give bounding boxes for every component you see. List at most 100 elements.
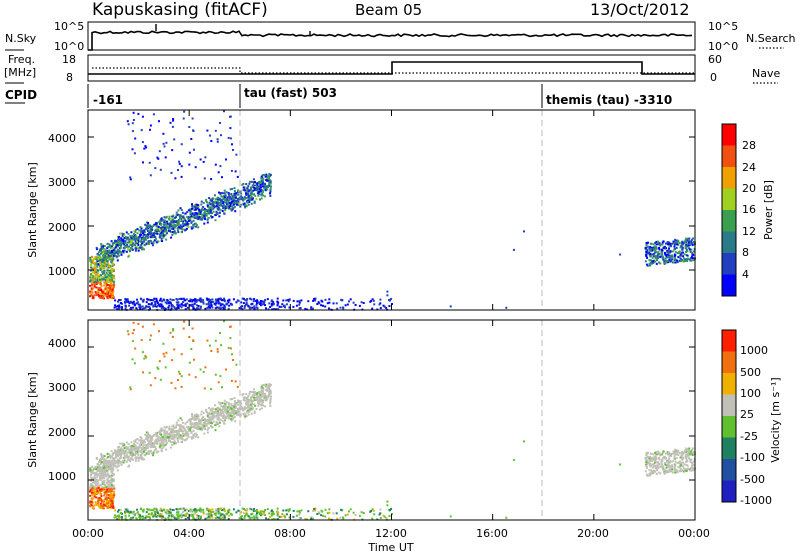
velocity-pixel [155, 515, 158, 518]
power-pixel [688, 247, 690, 250]
velocity-pixel [117, 517, 120, 519]
power-pixel [676, 261, 679, 264]
velocity-pixel [185, 508, 188, 511]
power-pixel [170, 305, 173, 308]
velocity-pixel [129, 445, 132, 448]
power-pixel [106, 242, 109, 245]
power-pixel [244, 206, 247, 209]
velocity-pixel [146, 508, 149, 511]
power-pixel [226, 302, 229, 305]
power-pixel [131, 235, 134, 238]
velocity-pixel [225, 417, 228, 419]
power-pixel [671, 250, 674, 253]
velocity-pixel [161, 515, 164, 518]
velocity-pixel [216, 407, 219, 410]
velocity-pixel [94, 474, 97, 477]
power-pixel [307, 300, 310, 303]
power-pixel [89, 276, 92, 279]
velocity-pixel [205, 513, 208, 516]
velocity-pixel [93, 493, 96, 496]
velocity-pixel [133, 447, 136, 450]
power-pixel [206, 201, 208, 204]
velocity-pixel [163, 444, 166, 447]
velocity-pixel [154, 377, 157, 380]
power-pixel [195, 203, 198, 206]
power-pixel [191, 203, 193, 206]
velocity-pixel [236, 385, 239, 388]
power-pixel [240, 307, 243, 310]
freq-line [88, 61, 695, 75]
power-pixel [220, 134, 222, 137]
power-pixel [159, 232, 162, 235]
velocity-pixel [130, 448, 133, 451]
velocity-pixel [298, 511, 301, 514]
velocity-pixel [216, 411, 219, 414]
velocity-pixel [190, 437, 193, 440]
velocity-pixel [90, 484, 93, 487]
power-pixel [206, 221, 209, 224]
velocity-pixel [149, 338, 151, 341]
power-pixel [121, 302, 123, 305]
velocity-pixel [106, 497, 108, 500]
power-pixel [112, 242, 115, 245]
power-pixel [165, 220, 168, 223]
power-pixel [201, 213, 204, 216]
power-pixel [160, 223, 163, 226]
nave-label: Nave [752, 67, 780, 80]
power-pixel [256, 306, 259, 309]
power-pixel [151, 236, 154, 238]
power-pixel [678, 250, 681, 253]
power-pixel [668, 247, 670, 250]
velocity-pixel [191, 422, 194, 425]
power-cb-tick-16: 16 [742, 203, 756, 216]
power-pixel [140, 229, 143, 232]
power-pixel [237, 193, 240, 196]
power-pixel [192, 307, 195, 310]
velocity-pixel [225, 415, 228, 418]
freq-tick-high: 18 [62, 53, 76, 66]
power-pixel [205, 303, 208, 306]
velocity-pixel [111, 468, 114, 471]
power-pixel [108, 272, 111, 275]
velocity-pixel [247, 395, 250, 398]
freq-unit-label: [MHz] [4, 66, 36, 79]
power-pixel [252, 300, 255, 303]
power-pixel [169, 223, 172, 225]
power-pixel [212, 201, 215, 203]
power-pixel [194, 222, 197, 225]
velocity-pixel [181, 426, 184, 429]
power-pixel [229, 208, 232, 211]
velocity-pixel [217, 512, 220, 515]
power-pixel [116, 244, 119, 246]
velocity-pixel [110, 455, 113, 458]
power-pixel [283, 304, 286, 307]
power-pixel [344, 304, 347, 307]
velocity-pixel [260, 389, 263, 392]
velocity-pixel [102, 467, 105, 470]
power-pixel [163, 145, 166, 148]
power-pixel [109, 283, 112, 286]
power-pixel [202, 301, 205, 304]
velocity-pixel [150, 449, 152, 452]
velocity-pixel [127, 443, 130, 445]
velocity-pixel [257, 391, 260, 394]
power-pixel [119, 302, 122, 304]
velocity-pixel [189, 427, 192, 430]
power-pixel [160, 232, 163, 234]
power-pixel [165, 215, 168, 218]
power-pixel [245, 193, 248, 196]
velocity-pixel [180, 516, 183, 519]
velocity-pixel [120, 463, 123, 466]
power-pixel [137, 246, 139, 249]
power-pixel [110, 285, 113, 288]
velocity-pixel [212, 413, 215, 416]
power-pixel [206, 299, 209, 301]
power-pixel [200, 203, 203, 206]
velocity-pixel [95, 487, 98, 490]
velocity-pixel [224, 409, 226, 412]
power-pixel [152, 240, 155, 243]
velocity-pixel [256, 402, 259, 405]
power-pixel [172, 119, 175, 122]
velocity-pixel [104, 459, 107, 462]
velocity-pixel [172, 435, 175, 438]
